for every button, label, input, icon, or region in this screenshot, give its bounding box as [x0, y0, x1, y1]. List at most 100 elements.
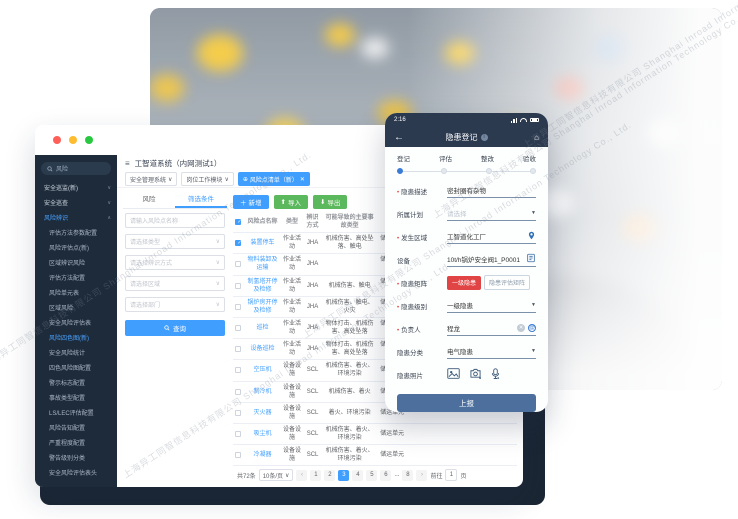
risk-point-link[interactable]: 灭火器 [243, 402, 281, 424]
sidebar-item[interactable]: 事故类型配置 [49, 396, 86, 402]
row-checkbox[interactable] [235, 409, 242, 416]
app-title: 工智道系统（内网测试1） [134, 158, 222, 168]
add-button[interactable]: ＋新增 [233, 195, 269, 209]
row-checkbox[interactable] [235, 367, 242, 374]
import-button[interactable]: ⬆ 导入 [273, 195, 308, 209]
sidebar-item[interactable]: 警示标志配置 [49, 381, 86, 387]
row-checkbox[interactable] [235, 346, 242, 353]
filter-input[interactable]: 请输入风险点名称 [125, 213, 225, 228]
field-value[interactable]: 一级隐患 ▼ [447, 298, 536, 313]
back-icon[interactable]: ← [394, 131, 404, 143]
contact-picker-icon[interactable]: @ [528, 324, 536, 332]
sidebar-item[interactable]: 评估方法配置 [49, 276, 86, 282]
sidebar-item[interactable]: 区域风险 [49, 306, 74, 312]
sidebar-item[interactable]: 安全巡监(新) ∨ [44, 184, 111, 193]
filter-input[interactable]: 请选择部门 ∨ [125, 297, 225, 312]
sidebar-item[interactable]: 严重程度配置 [49, 441, 86, 447]
field-value[interactable]: 10t/h锅炉安全阀1_P0001 [447, 252, 536, 267]
page-button[interactable]: 3 [338, 469, 350, 481]
field-value[interactable]: 一级隐患 隐患评估矩阵 [447, 275, 536, 290]
risk-point-link[interactable]: 巡检 [243, 317, 281, 340]
page-button[interactable]: 6 [380, 469, 392, 481]
row-checkbox[interactable] [235, 325, 242, 332]
table-row[interactable]: 冷凝器 设备设施 SCL 机械伤害、着火、环境污染 储运单元 [233, 444, 517, 466]
filter-input[interactable]: 请选择辨识方式 ∨ [125, 255, 225, 270]
risk-point-link[interactable]: 锅炉房开停及检修 [243, 296, 281, 318]
field-value[interactable]: 电气隐患 ▼ [447, 344, 536, 359]
level-one-hazard-button[interactable]: 一级隐患 [447, 275, 482, 290]
sidebar-item[interactable]: 风险告知配置 [49, 426, 86, 432]
type-cell: 设备设施 [281, 423, 303, 446]
per-page-select[interactable]: 10条/页 ∨ [258, 469, 294, 481]
row-checkbox[interactable] [235, 452, 242, 459]
risk-point-link[interactable]: 冷凝器 [243, 444, 281, 466]
sidebar-item[interactable]: 警告级别分类 [49, 456, 86, 462]
row-checkbox[interactable] [235, 282, 242, 289]
matrix-eval-button[interactable]: 隐患评估矩阵 [484, 275, 531, 290]
submit-button[interactable]: 上报 [397, 394, 536, 412]
microphone-icon[interactable] [491, 367, 500, 382]
export-button[interactable]: ⬇ 导出 [312, 195, 348, 209]
filter-tab[interactable]: 风险 [142, 196, 156, 203]
prev-page-button[interactable]: ‹ [296, 469, 308, 481]
risk-point-link[interactable]: 空压机 [243, 359, 281, 382]
risk-point-link[interactable]: 吸尘机 [243, 423, 281, 446]
filter-input[interactable]: 请选择区域 ∨ [125, 276, 225, 291]
maximize-window-dot[interactable] [85, 136, 93, 144]
sidebar-item[interactable]: 安全风险评估表 [49, 321, 92, 327]
page-button[interactable]: 8 [402, 469, 414, 481]
row-checkbox[interactable] [235, 261, 242, 268]
page-button[interactable]: 1 [310, 469, 322, 481]
row-checkbox[interactable] [235, 303, 242, 310]
home-icon[interactable]: ⌂ [534, 132, 539, 142]
filter-tab[interactable]: 筛选条件 [175, 192, 227, 208]
sidebar-item[interactable]: LS/LEC评估配置 [49, 411, 94, 417]
field-value[interactable]: 请选择 ▼ [447, 206, 536, 221]
row-checkbox[interactable] [235, 430, 242, 437]
page-button[interactable]: 5 [366, 469, 378, 481]
tab-chip[interactable]: ⊕ 风险点清单（新） ✕ [237, 172, 310, 186]
sidebar-item[interactable]: 评估方法参数配置 [49, 231, 98, 237]
risk-point-link[interactable]: 物料装卸及运输 [243, 253, 281, 276]
sidebar-item[interactable]: 四色风险图配置 [49, 366, 92, 372]
tab-chip[interactable]: 岗位工作模块 ∨ [181, 172, 234, 186]
accidents-cell: 机械伤害、高处坠落、触电 [322, 232, 378, 255]
query-button[interactable]: 查询 [125, 320, 225, 336]
sidebar-item[interactable]: 风险单元表 [49, 291, 80, 297]
clear-icon[interactable]: ✕ [517, 324, 525, 332]
step-dot [441, 168, 448, 174]
field-value[interactable]: 程龙 ✕ @ [447, 321, 536, 336]
row-checkbox[interactable] [235, 388, 242, 395]
camera-icon[interactable] [469, 368, 482, 381]
sidebar-item[interactable]: 风险评估点(新) [49, 246, 89, 252]
sidebar-item[interactable]: 安全风险评估表头 [49, 471, 98, 477]
device-list-icon[interactable] [526, 253, 536, 265]
sidebar-item[interactable]: 安全风险统计 [49, 351, 86, 357]
tab-chip[interactable]: 安全管理系统 ∨ [125, 172, 178, 186]
sidebar-item[interactable]: 区域辨识风险 [49, 261, 86, 267]
risk-point-link[interactable]: 制冷机 [243, 381, 281, 403]
sidebar-item[interactable]: 安全巡查 ∨ [44, 199, 111, 208]
goto-page-input[interactable]: 1 [445, 469, 458, 481]
image-icon[interactable] [447, 368, 460, 381]
info-badge-icon[interactable]: i [480, 133, 488, 141]
row-checkbox[interactable] [235, 240, 242, 247]
select-all-checkbox[interactable] [235, 219, 242, 225]
risk-point-link[interactable]: 装置停车 [243, 232, 281, 255]
sidebar-item[interactable]: 风险辨识 ∧ [44, 214, 111, 223]
page-button[interactable]: 4 [352, 469, 364, 481]
field-value[interactable] [447, 367, 536, 382]
menu-icon[interactable]: ≡ [125, 158, 130, 168]
risk-point-link[interactable]: 设备巡检 [243, 338, 281, 361]
page-button[interactable]: 2 [324, 469, 336, 481]
close-window-dot[interactable] [53, 136, 61, 144]
next-page-button[interactable]: › [416, 469, 428, 481]
sidebar-search-input[interactable]: 风险 [41, 162, 111, 175]
filter-input[interactable]: 请选择类型 ∨ [125, 234, 225, 249]
table-row[interactable]: 吸尘机 设备设施 SCL 机械伤害、着火、环境污染 储运单元 [233, 423, 517, 446]
risk-point-link[interactable]: 制氢塔开停及检修 [243, 275, 281, 297]
minimize-window-dot[interactable] [69, 136, 77, 144]
field-value[interactable]: 密封圈有杂物 [447, 183, 536, 198]
sidebar-item[interactable]: 风险四色图(新) [49, 336, 89, 342]
field-value[interactable]: 工智道化工厂 [447, 229, 536, 244]
